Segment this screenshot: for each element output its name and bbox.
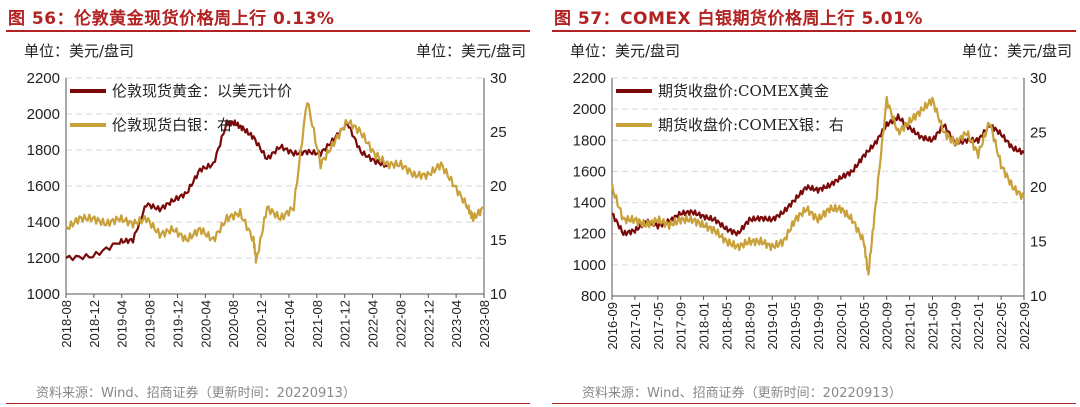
legend-label: 伦敦现货黄金：以美元计价 [112, 82, 292, 100]
x-tick-label: 2020-12 [254, 300, 269, 348]
x-tick-label: 2018-01 [697, 302, 712, 350]
y-right-tick-label: 20 [1030, 179, 1047, 196]
x-tick-label: 2018-08 [59, 300, 74, 348]
y-left-tick-label: 1000 [573, 257, 606, 274]
x-tick-label: 2018-09 [742, 302, 757, 350]
x-tick-label: 2020-01 [834, 302, 849, 350]
x-tick-label: 2020-04 [198, 300, 213, 348]
legend-label: 期货收盘价:COMEX银：右 [658, 116, 844, 134]
x-tick-label: 2019-04 [115, 300, 130, 348]
bottom-divider [6, 403, 530, 404]
x-tick-label: 2018-12 [87, 300, 102, 348]
x-tick-label: 2022-12 [421, 300, 436, 348]
y-left-tick-label: 1400 [573, 195, 606, 212]
series-line [65, 102, 485, 264]
y-right-tick-label: 30 [490, 70, 507, 87]
left-axis-unit: 单位：美元/盘司 [24, 42, 135, 60]
x-tick-label: 2019-01 [765, 302, 780, 350]
bottom-divider [552, 403, 1076, 404]
x-tick-label: 2022-04 [366, 300, 381, 348]
y-left-tick-label: 1600 [573, 163, 606, 180]
y-right-tick-label: 25 [1030, 125, 1047, 142]
source-note: 资料来源：Wind、招商证券（更新时间：20220913） [582, 386, 902, 401]
title-divider [552, 30, 1076, 32]
x-tick-label: 2021-04 [282, 300, 297, 348]
x-tick-label: 2022-05 [994, 302, 1009, 350]
y-left-tick-label: 2000 [573, 101, 606, 118]
y-right-tick-label: 10 [1030, 288, 1047, 305]
x-tick-label: 2022-09 [1017, 302, 1032, 350]
x-tick-label: 2017-01 [628, 302, 643, 350]
figure-title: 图 57：COMEX 白银期货价格周上行 5.01% [554, 9, 923, 29]
x-tick-label: 2021-01 [903, 302, 918, 350]
right-axis-unit: 单位：美元/盘司 [961, 42, 1072, 60]
legend-label: 伦敦现货白银：右 [112, 116, 232, 134]
y-left-tick-label: 2200 [27, 70, 60, 87]
x-tick-label: 2022-01 [971, 302, 986, 350]
x-tick-label: 2019-09 [811, 302, 826, 350]
x-tick-label: 2021-12 [338, 300, 353, 348]
panel-comex-silver: 图 57：COMEX 白银期货价格周上行 5.01% 单位：美元/盘司 单位：美… [546, 0, 1080, 407]
y-right-tick-label: 25 [490, 124, 507, 141]
y-left-tick-label: 1400 [27, 214, 60, 231]
y-right-tick-label: 20 [490, 178, 507, 195]
left-axis-unit: 单位：美元/盘司 [570, 42, 681, 60]
y-left-tick-label: 1200 [573, 226, 606, 243]
series-line [610, 95, 1026, 276]
series-line [65, 119, 388, 262]
y-right-tick-label: 15 [490, 232, 507, 249]
right-axis-unit: 单位：美元/盘司 [415, 42, 526, 60]
y-left-tick-label: 1000 [27, 286, 60, 303]
x-tick-label: 2019-08 [143, 300, 158, 348]
line-chart: 800 1000 1200 1400 1600 1800 2000 2200 10 15 20 25 3… [573, 70, 1047, 350]
x-tick-label: 2020-08 [226, 300, 241, 348]
title-divider [6, 30, 530, 32]
y-left-tick-label: 1200 [27, 250, 60, 267]
panel-gold-london: 图 56：伦敦黄金现货价格周上行 0.13% 单位：美元/盘司 单位：美元/盘司… [0, 0, 536, 407]
line-chart: 1000 1200 1400 1600 1800 2000 2200 10 15 20 25 30 20… [27, 70, 507, 348]
x-tick-label: 2020-05 [857, 302, 872, 350]
y-left-tick-label: 1800 [573, 132, 606, 149]
figure-title: 图 56：伦敦黄金现货价格周上行 0.13% [8, 9, 335, 29]
x-tick-label: 2021-05 [925, 302, 940, 350]
legend-label: 期货收盘价:COMEX黄金 [658, 82, 829, 100]
x-tick-label: 2023-04 [449, 300, 464, 348]
y-right-tick-label: 10 [490, 286, 507, 303]
x-tick-label: 2021-09 [948, 302, 963, 350]
x-tick-label: 2016-09 [605, 302, 620, 350]
y-left-tick-label: 1600 [27, 178, 60, 195]
y-right-tick-label: 30 [1030, 70, 1047, 87]
source-note: 资料来源：Wind、招商证券（更新时间：20220913） [36, 386, 356, 401]
x-tick-label: 2019-05 [788, 302, 803, 350]
y-left-tick-label: 2200 [573, 70, 606, 87]
x-tick-label: 2019-12 [170, 300, 185, 348]
x-tick-label: 2022-08 [393, 300, 408, 348]
x-tick-label: 2023-08 [477, 300, 492, 348]
x-tick-label: 2017-05 [651, 302, 666, 350]
y-left-tick-label: 2000 [27, 106, 60, 123]
y-left-tick-label: 1800 [27, 142, 60, 159]
x-tick-label: 2020-09 [880, 302, 895, 350]
x-tick-label: 2018-05 [719, 302, 734, 350]
x-tick-label: 2017-09 [674, 302, 689, 350]
x-tick-label: 2021-08 [310, 300, 325, 348]
y-right-tick-label: 15 [1030, 234, 1047, 251]
y-left-tick-label: 800 [581, 288, 606, 305]
